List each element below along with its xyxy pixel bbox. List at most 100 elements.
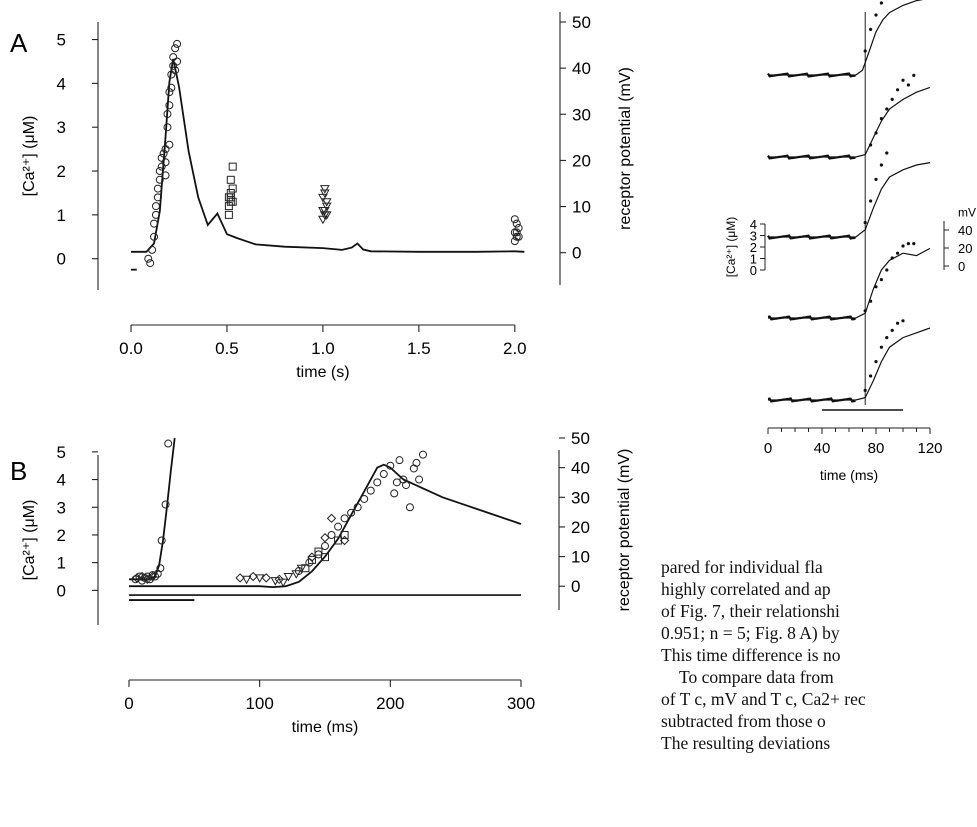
data-point <box>161 171 170 180</box>
data-point <box>307 552 317 562</box>
data-point <box>340 530 349 539</box>
inset-x-tick-label: 80 <box>868 440 885 457</box>
data-point <box>235 573 245 583</box>
trace-group <box>767 73 931 160</box>
body-text: pared for individual fla highly correlat… <box>661 556 977 754</box>
x-tick-label: 0.5 <box>215 339 239 358</box>
data-point <box>155 167 164 176</box>
calcium-point <box>890 97 894 101</box>
data-point <box>150 232 159 241</box>
inset-y2-tick-label: 40 <box>958 223 972 238</box>
x-tick-label: 200 <box>376 694 404 713</box>
data-point <box>161 158 170 167</box>
data-point <box>419 450 427 459</box>
calcium-point <box>874 285 878 289</box>
data-point <box>321 202 332 212</box>
data-point <box>510 237 519 246</box>
x-tick-label: 0 <box>124 694 133 713</box>
calcium-point <box>885 151 889 155</box>
data-point <box>301 564 310 573</box>
inset-y-tick-label: 4 <box>750 217 757 232</box>
calcium-point <box>879 163 884 167</box>
data-point <box>173 39 182 48</box>
calcium-point <box>906 242 911 246</box>
data-point <box>278 578 289 588</box>
data-point <box>321 542 329 551</box>
data-point <box>226 188 235 197</box>
y-tick-label: 4 <box>57 471 66 490</box>
calcium-point <box>863 388 867 392</box>
data-point <box>144 254 153 263</box>
y2-tick-label: 50 <box>572 13 591 32</box>
x-tick-label: 1.0 <box>311 339 335 358</box>
y-tick-label: 5 <box>57 443 66 462</box>
inset-y2-axis-label: mV <box>958 206 976 220</box>
data-point <box>334 536 343 545</box>
data-point <box>319 185 330 194</box>
data-point <box>165 101 174 110</box>
data-point <box>137 571 147 582</box>
data-point <box>270 577 281 586</box>
inset-y2-tick-label: 20 <box>958 241 972 256</box>
calcium-point <box>885 268 889 272</box>
calcium-point <box>885 107 889 111</box>
calcium-baseline <box>767 315 856 321</box>
data-point <box>512 228 521 237</box>
y2-tick-label: 10 <box>571 548 590 567</box>
data-point <box>156 564 165 573</box>
data-point <box>390 489 399 498</box>
y-tick-label: 2 <box>57 526 66 545</box>
calcium-baseline <box>767 154 856 160</box>
data-point <box>514 224 523 233</box>
calcium-point <box>874 131 878 135</box>
data-point <box>164 439 173 448</box>
y-tick-label: 0 <box>57 581 66 600</box>
data-point <box>314 550 323 559</box>
calcium-point <box>912 242 916 246</box>
data-point <box>161 500 170 509</box>
data-point <box>314 547 323 556</box>
y-tick-label: 1 <box>57 206 66 225</box>
calcium-point <box>863 49 867 53</box>
series-line <box>129 437 176 581</box>
inset-y-axis-label: [Ca²⁺] (μM) <box>724 217 738 278</box>
data-point <box>151 572 160 581</box>
inset-x-tick-label: 40 <box>814 440 831 457</box>
data-point <box>135 572 144 581</box>
data-point <box>254 574 265 583</box>
data-point <box>402 481 411 490</box>
y2-tick-label: 50 <box>571 429 590 448</box>
trace-group <box>767 151 931 240</box>
series-points <box>224 162 237 219</box>
panel-b: B 0 1 2 3 4 5 [Ca²⁺] (μM) 0 10 20 30 40 50 receptor po… <box>10 429 633 736</box>
data-point <box>321 211 332 220</box>
x-tick-label: 100 <box>245 694 273 713</box>
y2-tick-label: 30 <box>571 488 590 507</box>
data-point <box>148 245 157 254</box>
y-tick-label: 3 <box>57 118 66 137</box>
text-line: of T c, mV and T c, Ca2+ rec <box>661 689 866 709</box>
y-tick-label: 1 <box>57 554 66 573</box>
series-points <box>510 215 523 246</box>
calcium-point <box>874 13 878 17</box>
data-point <box>224 193 233 202</box>
y2-tick-label: 30 <box>572 105 591 124</box>
y2-tick-label: 0 <box>572 244 581 263</box>
data-point <box>392 478 401 487</box>
data-point <box>171 44 180 53</box>
calcium-point <box>863 221 867 225</box>
data-point <box>415 475 424 484</box>
calcium-point <box>874 360 878 364</box>
calcium-point <box>879 1 884 5</box>
data-point <box>165 88 174 97</box>
y2-tick-label: 20 <box>572 151 591 170</box>
potential-trace <box>768 0 924 76</box>
calcium-point <box>863 309 867 313</box>
data-point <box>155 175 164 184</box>
data-point <box>360 494 369 503</box>
data-point <box>261 573 271 583</box>
y-axis-label: [Ca²⁺] (μM) <box>21 116 38 197</box>
panel-label: B <box>10 456 27 486</box>
calcium-point <box>879 345 884 349</box>
